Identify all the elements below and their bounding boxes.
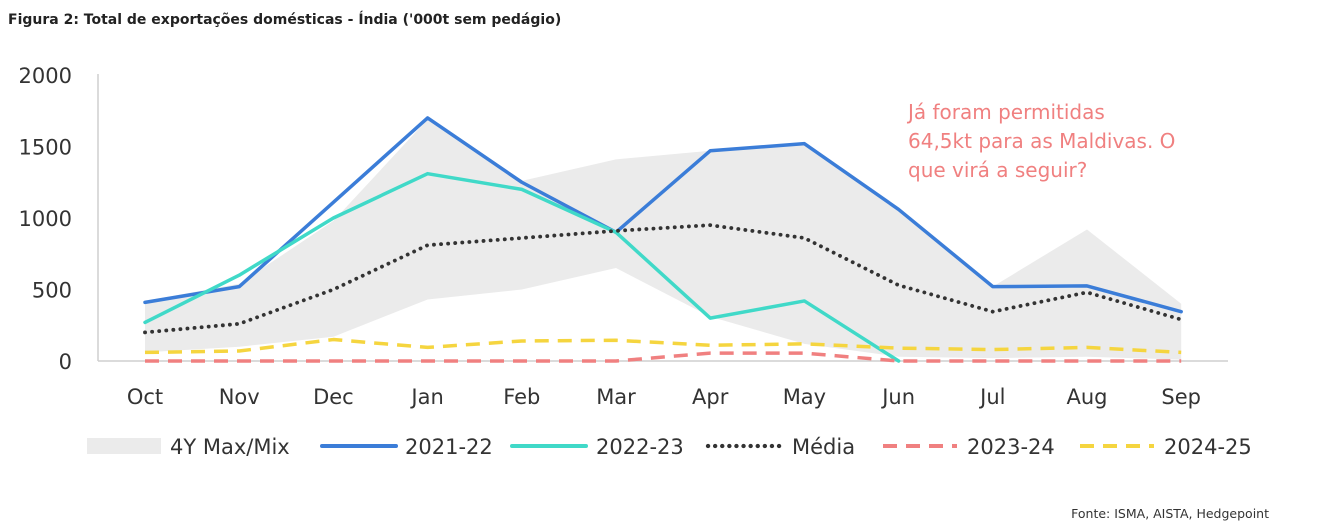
- legend-swatch-band: [87, 438, 161, 454]
- x-tick-label: May: [783, 385, 826, 409]
- y-tick-label: 0: [59, 350, 72, 374]
- line-chart: 0 500 1000 1500 2000 Oct Nov Dec Jan Feb Mar Apr Ma…: [19, 64, 1252, 459]
- series-layer: [143, 116, 1184, 363]
- y-tick-label: 1500: [19, 136, 72, 160]
- legend-label: 2023-24: [967, 435, 1055, 459]
- y-tick-label: 500: [32, 279, 72, 303]
- legend-label: 2022-23: [596, 435, 684, 459]
- x-tick-label: Nov: [219, 385, 260, 409]
- series-line-s2425: [144, 337, 1182, 355]
- y-tick-labels: 0 500 1000 1500 2000: [19, 64, 72, 374]
- legend-label: 2024-25: [1164, 435, 1252, 459]
- x-tick-label: Jun: [880, 385, 915, 409]
- legend-label: 2021-22: [405, 435, 493, 459]
- series-line-s2223: [143, 171, 901, 363]
- x-tick-label: Feb: [503, 385, 540, 409]
- x-tick-label: Jan: [409, 385, 443, 409]
- x-tick-label: Jul: [978, 385, 1005, 409]
- annotation: Já foram permitidas 64,5kt para as Maldiv…: [906, 100, 1175, 182]
- x-tick-label: Apr: [692, 385, 729, 409]
- x-tick-label: Aug: [1066, 385, 1107, 409]
- x-tick-label: Dec: [313, 385, 354, 409]
- band-4y-max-min: [145, 119, 1182, 360]
- x-tick-labels: Oct Nov Dec Jan Feb Mar Apr May Jun Jul Aug Sep: [127, 385, 1201, 409]
- legend: 4Y Max/Mix 2021-22 2022-23 Média 2023-24 2024…: [87, 435, 1252, 459]
- x-tick-label: Oct: [127, 385, 163, 409]
- x-tick-label: Mar: [596, 385, 636, 409]
- legend-label: Média: [792, 435, 855, 459]
- annotation-line: que virá a seguir?: [908, 158, 1087, 182]
- annotation-line: 64,5kt para as Maldivas. O: [908, 129, 1175, 153]
- x-tick-label: Sep: [1161, 385, 1201, 409]
- series-line-s2324: [145, 351, 1182, 363]
- source-note: Fonte: ISMA, AISTA, Hedgepoint: [1071, 506, 1269, 521]
- y-tick-label: 1000: [19, 207, 72, 231]
- band-layer: [145, 119, 1182, 360]
- figure-title: Figura 2: Total de exportações doméstica…: [8, 12, 562, 28]
- annotation-line: Já foram permitidas: [906, 100, 1105, 124]
- legend-label: 4Y Max/Mix: [170, 435, 290, 459]
- series-line-s2122: [143, 116, 1183, 314]
- y-tick-label: 2000: [19, 64, 72, 88]
- series-line-media: [143, 223, 1184, 335]
